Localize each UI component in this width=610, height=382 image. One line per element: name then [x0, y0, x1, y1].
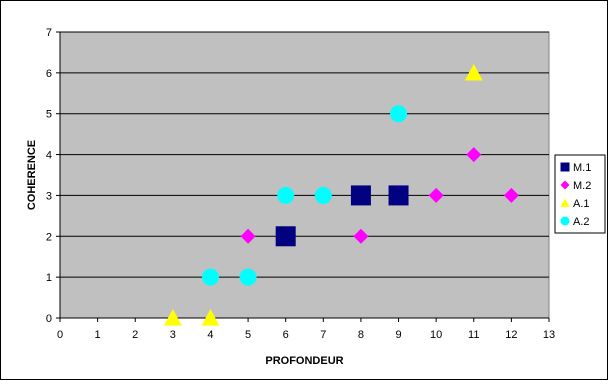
y-tick-label: 7: [46, 27, 52, 39]
data-points: [163, 63, 519, 326]
x-tick-label: 0: [57, 329, 63, 341]
data-point: [388, 185, 409, 206]
x-tick-label: 9: [395, 329, 401, 341]
x-tick-label: 12: [505, 329, 517, 341]
legend-marker: [560, 180, 570, 190]
y-axis-title: COHERENCE: [26, 140, 38, 210]
data-point: [201, 268, 219, 286]
x-tick-label: 1: [95, 329, 101, 341]
x-tick-label: 11: [468, 329, 479, 341]
data-point: [163, 309, 182, 326]
legend-label: A.2: [573, 216, 590, 228]
gridlines: [60, 31, 549, 278]
x-tick-label: 10: [430, 329, 442, 341]
data-point: [314, 186, 332, 204]
legend: M.1 M.2 A.1 A.2: [554, 154, 606, 234]
data-point: [464, 63, 483, 81]
x-tick-label: 3: [170, 329, 176, 341]
legend-label: M.2: [573, 180, 591, 192]
legend-marker: [560, 198, 570, 207]
x-tick-label: 13: [543, 329, 555, 341]
data-point: [428, 187, 444, 203]
data-point: [240, 228, 256, 244]
x-tick-label: 6: [283, 329, 289, 341]
legend-marker: [560, 216, 570, 226]
x-tick-label: 2: [132, 329, 138, 341]
data-point: [350, 185, 371, 206]
y-tick-label: 3: [46, 190, 52, 202]
y-tick-label: 2: [46, 231, 52, 243]
y-tick-label: 4: [46, 150, 52, 162]
x-tick-label: 5: [245, 329, 251, 341]
legend-label: M.1: [573, 162, 591, 174]
x-tick-label: 4: [207, 329, 213, 341]
data-point: [466, 147, 482, 163]
x-tick-label: 7: [320, 329, 326, 341]
data-point: [353, 228, 369, 244]
data-point: [275, 226, 296, 247]
y-tick-label: 6: [46, 68, 52, 80]
data-point: [277, 186, 295, 204]
legend-label: A.1: [573, 198, 590, 210]
y-tick-label: 0: [46, 313, 52, 325]
y-tick-label: 5: [46, 109, 52, 121]
data-point: [503, 187, 519, 203]
data-point: [201, 309, 220, 326]
data-point: [239, 268, 257, 286]
legend-marker: [560, 162, 570, 172]
x-tick-label: 8: [358, 329, 364, 341]
y-tick-label: 1: [46, 272, 52, 284]
data-point: [390, 105, 408, 123]
x-axis-title: PROFONDEUR: [265, 355, 343, 367]
